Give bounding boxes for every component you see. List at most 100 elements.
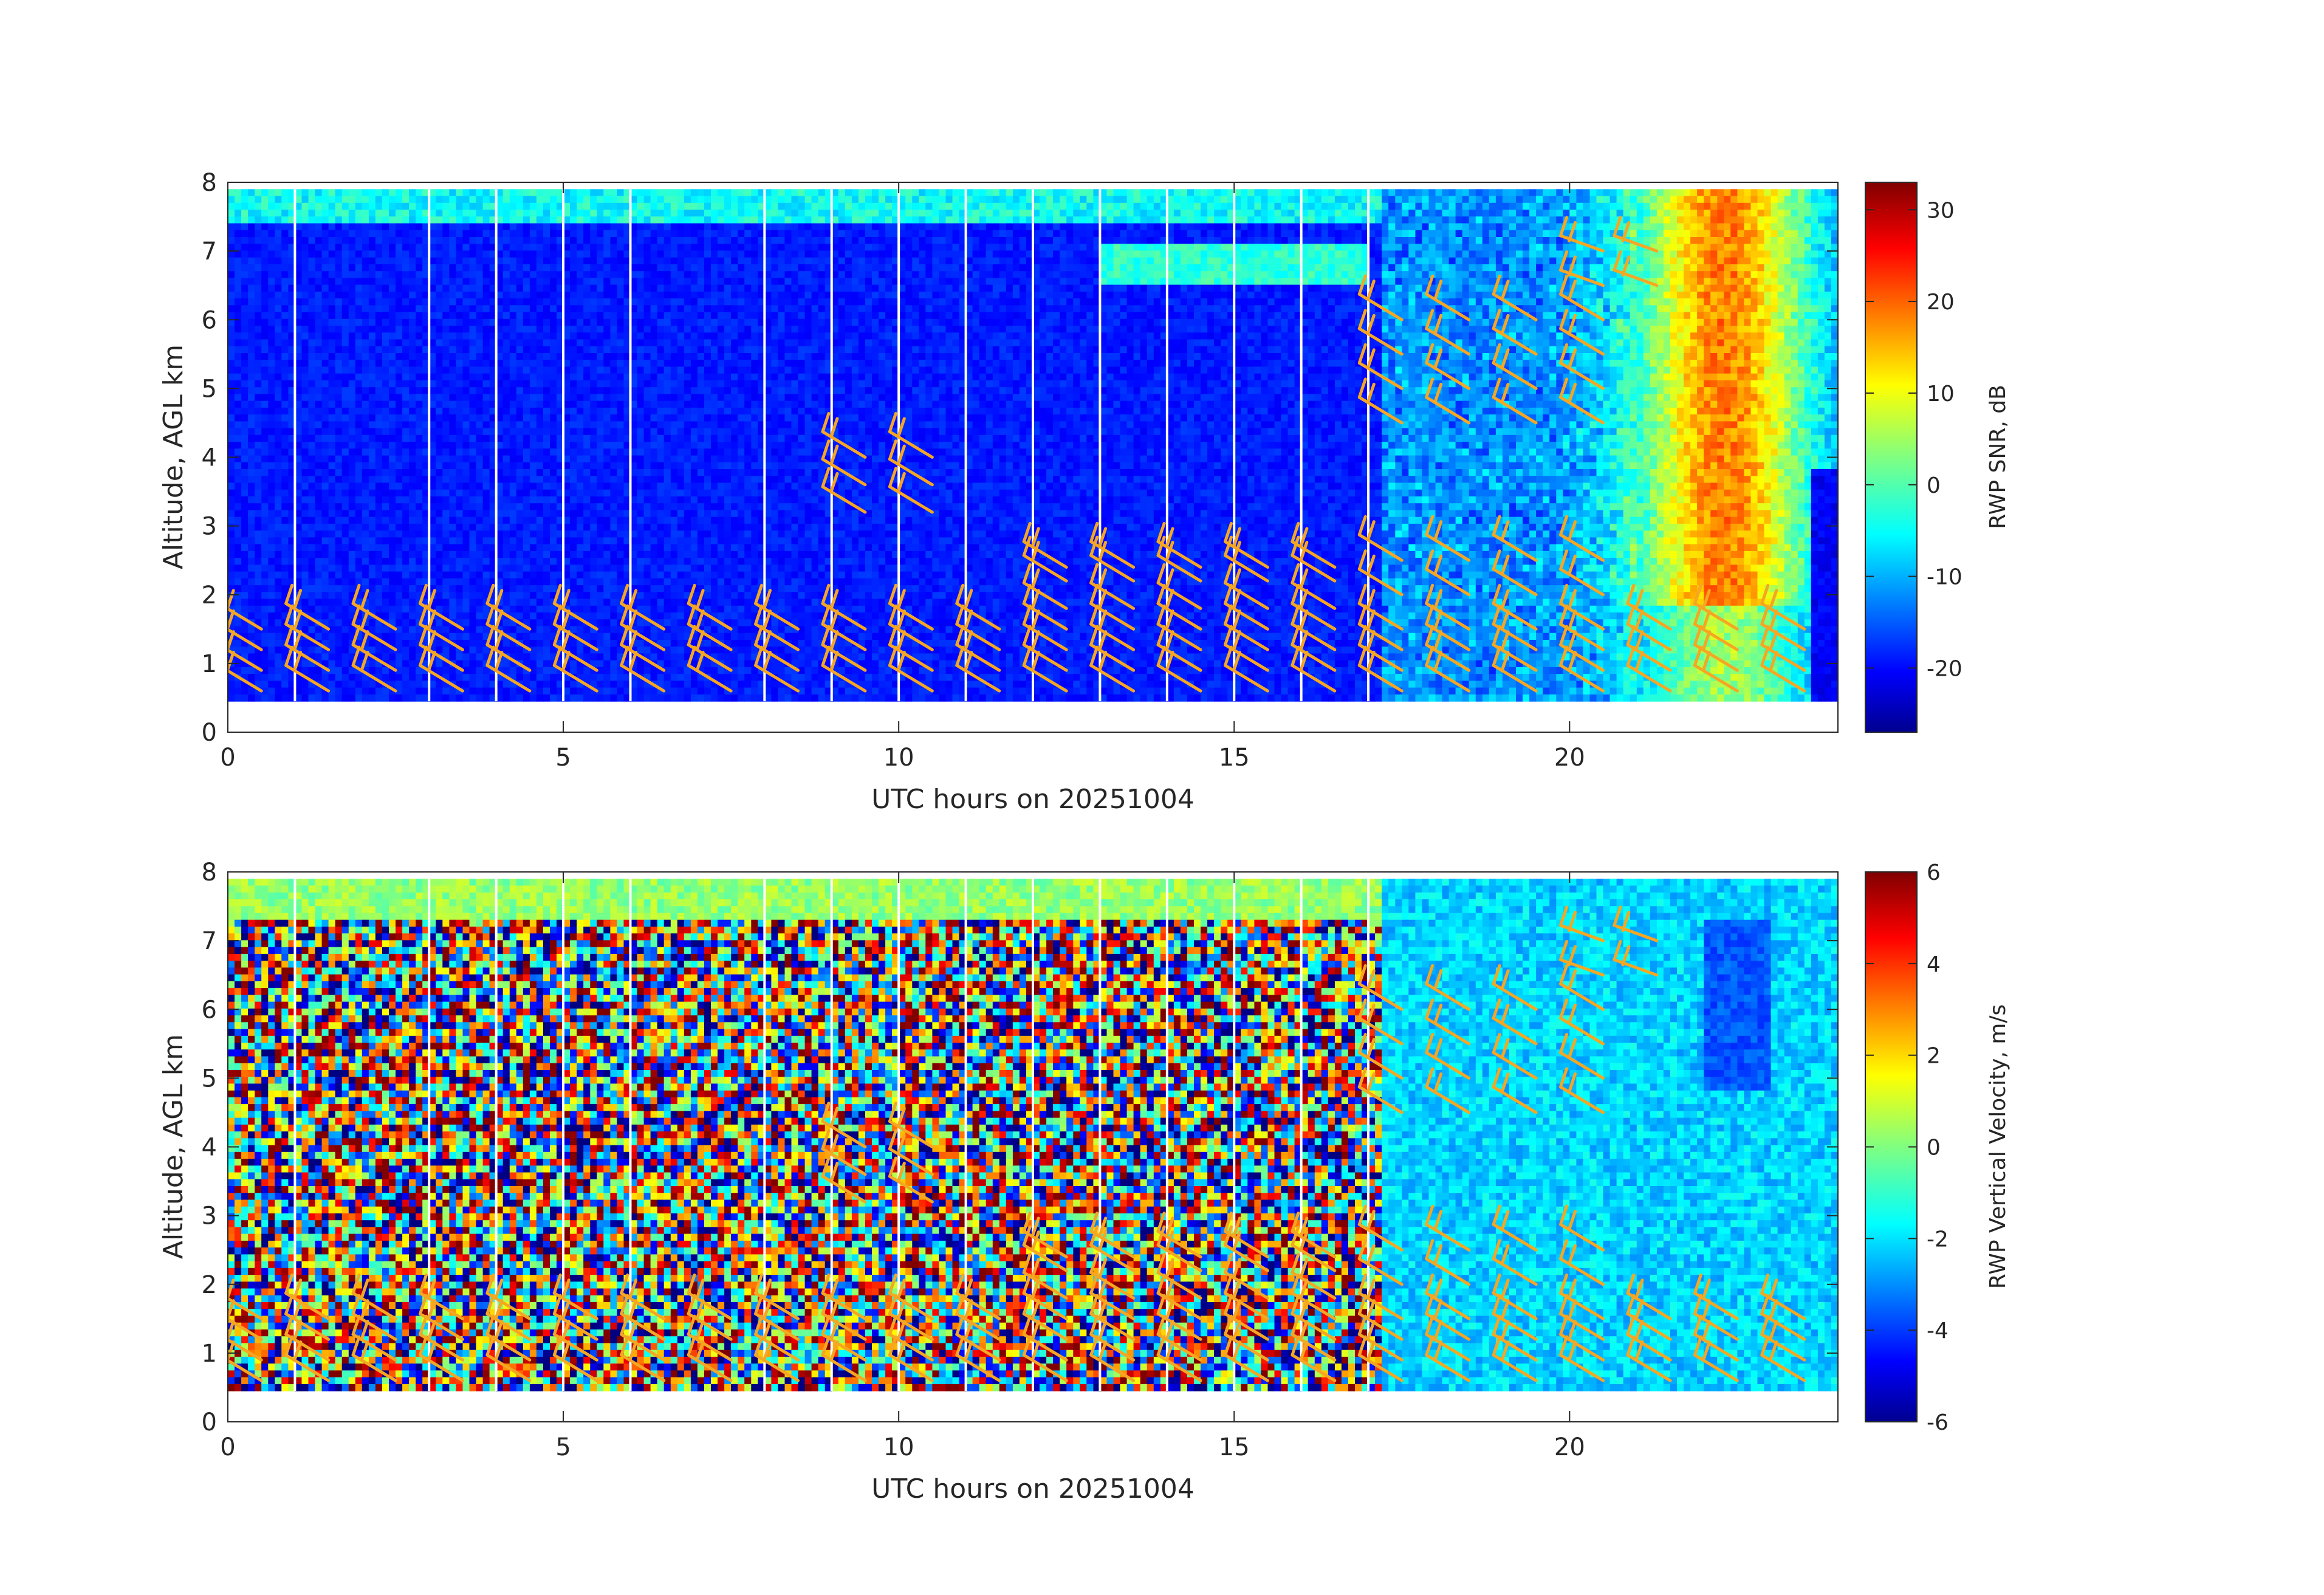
heatmap-cell	[637, 223, 645, 231]
heatmap-cell	[436, 305, 443, 313]
heatmap-cell	[321, 339, 329, 347]
heatmap-cell	[597, 428, 604, 436]
heatmap-cell	[295, 421, 302, 429]
heatmap-cell	[429, 694, 436, 702]
heatmap-cell	[610, 257, 617, 265]
heatmap-cell	[328, 674, 336, 681]
heatmap-cell	[382, 537, 389, 545]
heatmap-cell	[275, 462, 282, 470]
heatmap-cell	[630, 414, 638, 422]
heatmap-cell	[436, 442, 443, 449]
heatmap-cell	[341, 585, 349, 592]
heatmap-cell	[597, 312, 604, 320]
heatmap-cell	[382, 428, 389, 436]
heatmap-cell	[449, 482, 456, 490]
heatmap-cell	[476, 482, 484, 490]
heatmap-cell	[275, 599, 282, 606]
heatmap-cell	[557, 346, 564, 354]
heatmap-cell	[402, 210, 410, 217]
heatmap-cell	[389, 605, 396, 613]
heatmap-cell	[328, 223, 336, 231]
heatmap-cell	[637, 592, 645, 600]
heatmap-cell	[321, 360, 329, 367]
heatmap-cell	[288, 544, 295, 552]
heatmap-cell	[550, 503, 557, 510]
heatmap-cell	[476, 216, 484, 224]
heatmap-cell	[637, 202, 645, 210]
heatmap-cell	[536, 660, 544, 668]
heatmap-cell	[341, 250, 349, 258]
heatmap-cell	[657, 448, 665, 456]
heatmap-cell	[261, 257, 269, 265]
heatmap-cell	[482, 585, 490, 592]
heatmap-cell	[281, 394, 289, 402]
heatmap-cell	[429, 687, 436, 695]
heatmap-cell	[543, 647, 550, 654]
heatmap-cell	[382, 448, 389, 456]
heatmap-cell	[543, 510, 550, 518]
heatmap-cell	[523, 537, 530, 545]
heatmap-cell	[402, 564, 410, 572]
heatmap-cell	[328, 291, 336, 299]
heatmap-cell	[482, 244, 490, 251]
heatmap-cell	[516, 284, 524, 292]
heatmap-cell	[523, 373, 530, 381]
heatmap-cell	[375, 442, 383, 449]
heatmap-cell	[516, 592, 524, 600]
heatmap-cell	[288, 687, 295, 695]
heatmap-cell	[275, 503, 282, 510]
heatmap-cell	[375, 544, 383, 552]
heatmap-cell	[509, 674, 517, 681]
heatmap-cell	[422, 619, 430, 626]
heatmap-cell	[321, 318, 329, 326]
heatmap-cell	[442, 428, 450, 436]
heatmap-cell	[563, 585, 571, 592]
heatmap-cell	[362, 681, 369, 688]
heatmap-cell	[449, 551, 456, 558]
heatmap-cell	[502, 305, 510, 313]
heatmap-cell	[456, 516, 463, 524]
heatmap-cell	[375, 380, 383, 388]
heatmap-cell	[436, 339, 443, 347]
heatmap-cell	[637, 210, 645, 217]
heatmap-cell	[261, 640, 269, 647]
heatmap-cell	[610, 558, 617, 565]
heatmap-cell	[469, 503, 477, 510]
heatmap-cell	[570, 298, 577, 306]
heatmap-cell	[355, 414, 363, 422]
heatmap-cell	[429, 578, 436, 586]
heatmap-cell	[583, 544, 591, 552]
heatmap-cell	[550, 558, 557, 565]
heatmap-cell	[268, 605, 275, 613]
heatmap-cell	[663, 332, 671, 340]
heatmap-cell	[502, 332, 510, 340]
heatmap-cell	[341, 373, 349, 381]
heatmap-cell	[563, 469, 571, 476]
heatmap-cell	[255, 346, 262, 354]
heatmap-cell	[281, 442, 289, 449]
heatmap-cell	[328, 210, 336, 217]
heatmap-cell	[275, 414, 282, 422]
heatmap-cell	[348, 305, 356, 313]
heatmap-cell	[295, 530, 302, 538]
heatmap-cell	[396, 510, 403, 518]
heatmap-cell	[570, 387, 577, 394]
heatmap-cell	[643, 407, 651, 415]
heatmap-cell	[603, 353, 611, 360]
heatmap-cell	[462, 564, 470, 572]
heatmap-cell	[643, 332, 651, 340]
heatmap-cell	[637, 687, 645, 695]
heatmap-cell	[402, 626, 410, 634]
heatmap-cell	[436, 434, 443, 442]
heatmap-cell	[281, 189, 289, 197]
heatmap-cell	[529, 674, 537, 681]
heatmap-cell	[637, 421, 645, 429]
heatmap-cell	[516, 674, 524, 681]
heatmap-cell	[275, 605, 282, 613]
heatmap-cell	[496, 544, 504, 552]
heatmap-cell	[570, 516, 577, 524]
heatmap-cell	[422, 196, 430, 204]
heatmap-cell	[610, 360, 617, 367]
heatmap-cell	[308, 264, 316, 272]
heatmap-cell	[416, 510, 423, 518]
